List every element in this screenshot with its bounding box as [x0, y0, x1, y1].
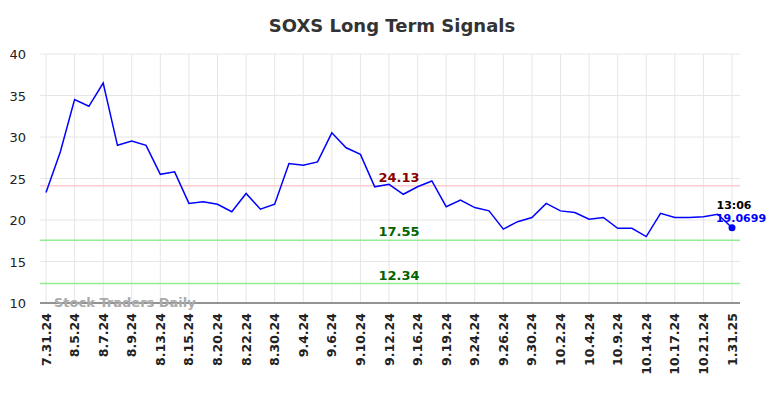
- grid-line: [274, 54, 275, 303]
- y-tick-label: 25: [9, 172, 26, 187]
- grid-line: [46, 54, 47, 303]
- grid-line: [674, 54, 675, 303]
- y-tick-label: 40: [9, 47, 26, 62]
- y-tick-label: 35: [9, 89, 26, 104]
- x-tick-label: 9.26.24: [496, 313, 511, 366]
- last-point: [729, 224, 736, 231]
- chart: SOXS Long Term Signals 10 15 20 25 30 35 40 7.31…: [0, 0, 784, 398]
- x-tick-label: 10.14.24: [639, 313, 654, 375]
- watermark: Stock Traders Daily: [54, 295, 196, 310]
- x-tick-label: 9.30.24: [524, 313, 539, 366]
- reference-label: 24.13: [378, 170, 419, 185]
- y-tick-label: 10: [9, 296, 26, 311]
- grid-line: [617, 54, 618, 303]
- reference-line: [40, 240, 740, 242]
- grid-line: [246, 54, 247, 303]
- x-tick-label: 8.7.24: [96, 313, 111, 358]
- title: SOXS Long Term Signals: [269, 15, 515, 36]
- grid-line: [560, 54, 561, 303]
- y-tick-label: 30: [9, 130, 26, 145]
- grid-line: [589, 54, 590, 303]
- grid-line: [131, 54, 132, 303]
- x-tick-label: 8.22.24: [239, 313, 254, 366]
- x-tick-label: 10.17.24: [667, 313, 682, 375]
- x-tick-label: 9.16.24: [410, 313, 425, 366]
- x-tick-label: 7.31.24: [39, 313, 54, 366]
- x-tick-label: 8.30.24: [267, 313, 282, 366]
- x-tick-label: 9.10.24: [353, 313, 368, 366]
- grid-line: [474, 54, 475, 303]
- x-tick-label: 8.13.24: [153, 313, 168, 366]
- x-tick-label: 8.20.24: [210, 313, 225, 366]
- price-line: [46, 83, 732, 237]
- grid-line: [217, 54, 218, 303]
- last-time: 13:06: [716, 199, 751, 212]
- grid-line: [531, 54, 532, 303]
- x-tick-label: 10.21.24: [696, 313, 711, 375]
- grid-line: [40, 137, 740, 138]
- x-tick-label: 10.9.24: [610, 313, 625, 366]
- grid-line: [40, 95, 740, 96]
- grid-line: [40, 54, 740, 55]
- series: [46, 83, 736, 237]
- x-tick-label: 9.24.24: [467, 313, 482, 366]
- x-tick-label: 8.9.24: [124, 313, 139, 358]
- y-tick-label: 15: [9, 255, 26, 270]
- grid-line: [646, 54, 647, 303]
- x-tick-label: 9.19.24: [439, 313, 454, 366]
- y-tick-label: 20: [9, 213, 26, 228]
- grid-line: [40, 261, 740, 262]
- x-tick-label: 1.31.25: [725, 313, 740, 366]
- x-tick-label: 10.4.24: [582, 313, 597, 366]
- grid-line: [331, 54, 332, 303]
- grid-line: [503, 54, 504, 303]
- grid-line: [732, 54, 733, 303]
- x-tick-label: 9.4.24: [296, 313, 311, 358]
- reference-label: 17.55: [378, 224, 419, 239]
- grid-line: [103, 54, 104, 303]
- x-tick-label: 10.2.24: [553, 313, 568, 366]
- grid-line: [360, 54, 361, 303]
- grid-line: [74, 54, 75, 303]
- x-tick-label: 8.5.24: [67, 313, 82, 358]
- x-tick-label: 9.6.24: [324, 313, 339, 358]
- grid-line: [303, 54, 304, 303]
- grid-line: [446, 54, 447, 303]
- x-tick-label: 8.15.24: [181, 313, 196, 366]
- reference-line: [40, 283, 740, 285]
- grid-line: [160, 54, 161, 303]
- reference-label: 12.34: [378, 268, 419, 283]
- last-value: 19.0699: [716, 212, 766, 225]
- reference-lines: [40, 186, 740, 284]
- grid-line: [40, 220, 740, 221]
- grid-line: [188, 54, 189, 303]
- x-tick-label: 9.12.24: [382, 313, 397, 366]
- grid-line: [703, 54, 704, 303]
